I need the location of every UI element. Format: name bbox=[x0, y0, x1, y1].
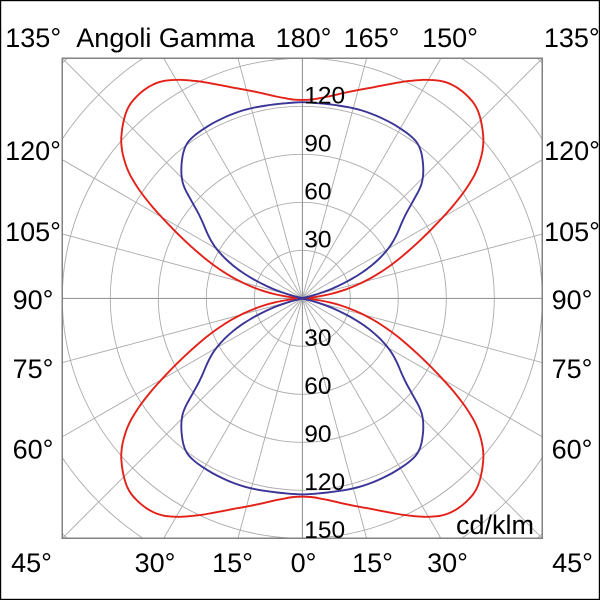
svg-text:60°: 60° bbox=[13, 434, 54, 464]
svg-text:30: 30 bbox=[304, 226, 331, 253]
svg-text:45°: 45° bbox=[11, 548, 52, 578]
svg-text:0°: 0° bbox=[291, 548, 317, 578]
svg-text:90: 90 bbox=[304, 421, 331, 448]
svg-text:150°: 150° bbox=[422, 23, 478, 53]
svg-text:Angoli Gamma: Angoli Gamma bbox=[76, 23, 256, 53]
svg-text:105°: 105° bbox=[544, 217, 600, 247]
svg-text:60°: 60° bbox=[552, 434, 593, 464]
svg-text:75°: 75° bbox=[13, 354, 54, 384]
svg-text:165°: 165° bbox=[344, 23, 400, 53]
svg-text:15°: 15° bbox=[212, 548, 253, 578]
svg-text:30: 30 bbox=[304, 325, 331, 352]
svg-text:45°: 45° bbox=[552, 548, 593, 578]
svg-text:30°: 30° bbox=[427, 548, 468, 578]
svg-text:60: 60 bbox=[304, 178, 331, 205]
svg-text:60: 60 bbox=[304, 373, 331, 400]
svg-text:150: 150 bbox=[304, 517, 345, 544]
svg-text:120°: 120° bbox=[5, 136, 61, 166]
svg-text:15°: 15° bbox=[352, 548, 393, 578]
svg-text:105°: 105° bbox=[5, 217, 61, 247]
svg-text:75°: 75° bbox=[552, 354, 593, 384]
svg-text:135°: 135° bbox=[544, 23, 600, 53]
svg-text:90°: 90° bbox=[13, 285, 54, 315]
svg-text:120°: 120° bbox=[544, 136, 600, 166]
svg-text:cd/klm: cd/klm bbox=[456, 510, 534, 540]
svg-text:120: 120 bbox=[304, 469, 345, 496]
svg-text:180°: 180° bbox=[276, 23, 332, 53]
svg-text:135°: 135° bbox=[5, 23, 61, 53]
svg-text:90°: 90° bbox=[552, 285, 593, 315]
svg-text:120: 120 bbox=[304, 82, 345, 109]
svg-text:90: 90 bbox=[304, 130, 331, 157]
svg-text:30°: 30° bbox=[135, 548, 176, 578]
